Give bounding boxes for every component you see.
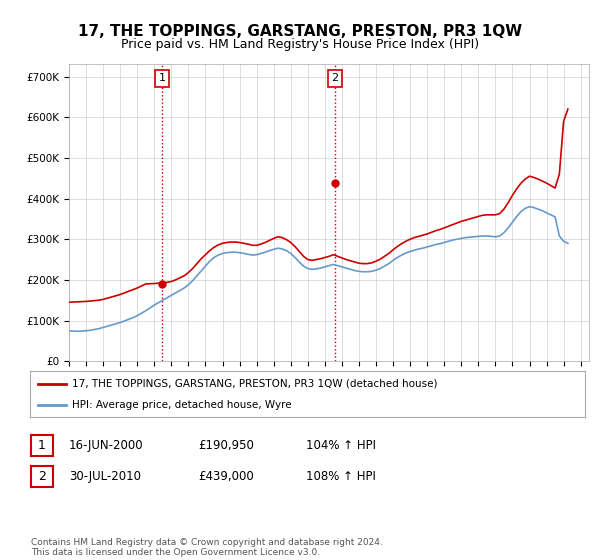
Text: Contains HM Land Registry data © Crown copyright and database right 2024.
This d: Contains HM Land Registry data © Crown c…: [31, 538, 383, 557]
Text: 16-JUN-2000: 16-JUN-2000: [69, 439, 143, 452]
Text: 2: 2: [38, 470, 46, 483]
Text: 108% ↑ HPI: 108% ↑ HPI: [306, 470, 376, 483]
Text: 30-JUL-2010: 30-JUL-2010: [69, 470, 141, 483]
Text: 1: 1: [38, 439, 46, 452]
Text: 17, THE TOPPINGS, GARSTANG, PRESTON, PR3 1QW (detached house): 17, THE TOPPINGS, GARSTANG, PRESTON, PR3…: [71, 379, 437, 389]
Text: Price paid vs. HM Land Registry's House Price Index (HPI): Price paid vs. HM Land Registry's House …: [121, 38, 479, 51]
Text: 2: 2: [331, 73, 338, 83]
Text: 17, THE TOPPINGS, GARSTANG, PRESTON, PR3 1QW: 17, THE TOPPINGS, GARSTANG, PRESTON, PR3…: [78, 24, 522, 39]
Text: £439,000: £439,000: [198, 470, 254, 483]
Text: 104% ↑ HPI: 104% ↑ HPI: [306, 439, 376, 452]
Text: £190,950: £190,950: [198, 439, 254, 452]
Text: HPI: Average price, detached house, Wyre: HPI: Average price, detached house, Wyre: [71, 400, 291, 410]
Text: 1: 1: [158, 73, 166, 83]
